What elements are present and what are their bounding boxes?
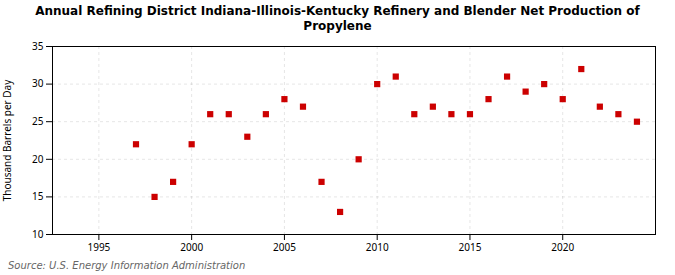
html-text:Source: U.S. Energy Informatio: Source: U.S. Energy Information Administ… [8,260,246,271]
svg-text:30: 30 [32,76,44,90]
html-text:Annual Refining District India: Annual Refining District Indiana-Illinoi… [35,4,640,33]
svg-text:2015: 2015 [459,240,482,254]
svg-text:35: 35 [32,39,44,53]
svg-text:2005: 2005 [273,240,296,254]
svg-text:20: 20 [32,152,44,166]
svg-text:2000: 2000 [180,240,203,254]
svg-text:Thousand Barrels per Day: Thousand Barrels per Day [0,79,14,202]
svg-text:25: 25 [32,114,44,128]
svg-text:2020: 2020 [551,240,574,254]
svg-text:1995: 1995 [87,240,110,254]
svg-text:15: 15 [32,189,44,203]
svg-text:10: 10 [32,227,44,241]
svg-text:2010: 2010 [366,240,389,254]
